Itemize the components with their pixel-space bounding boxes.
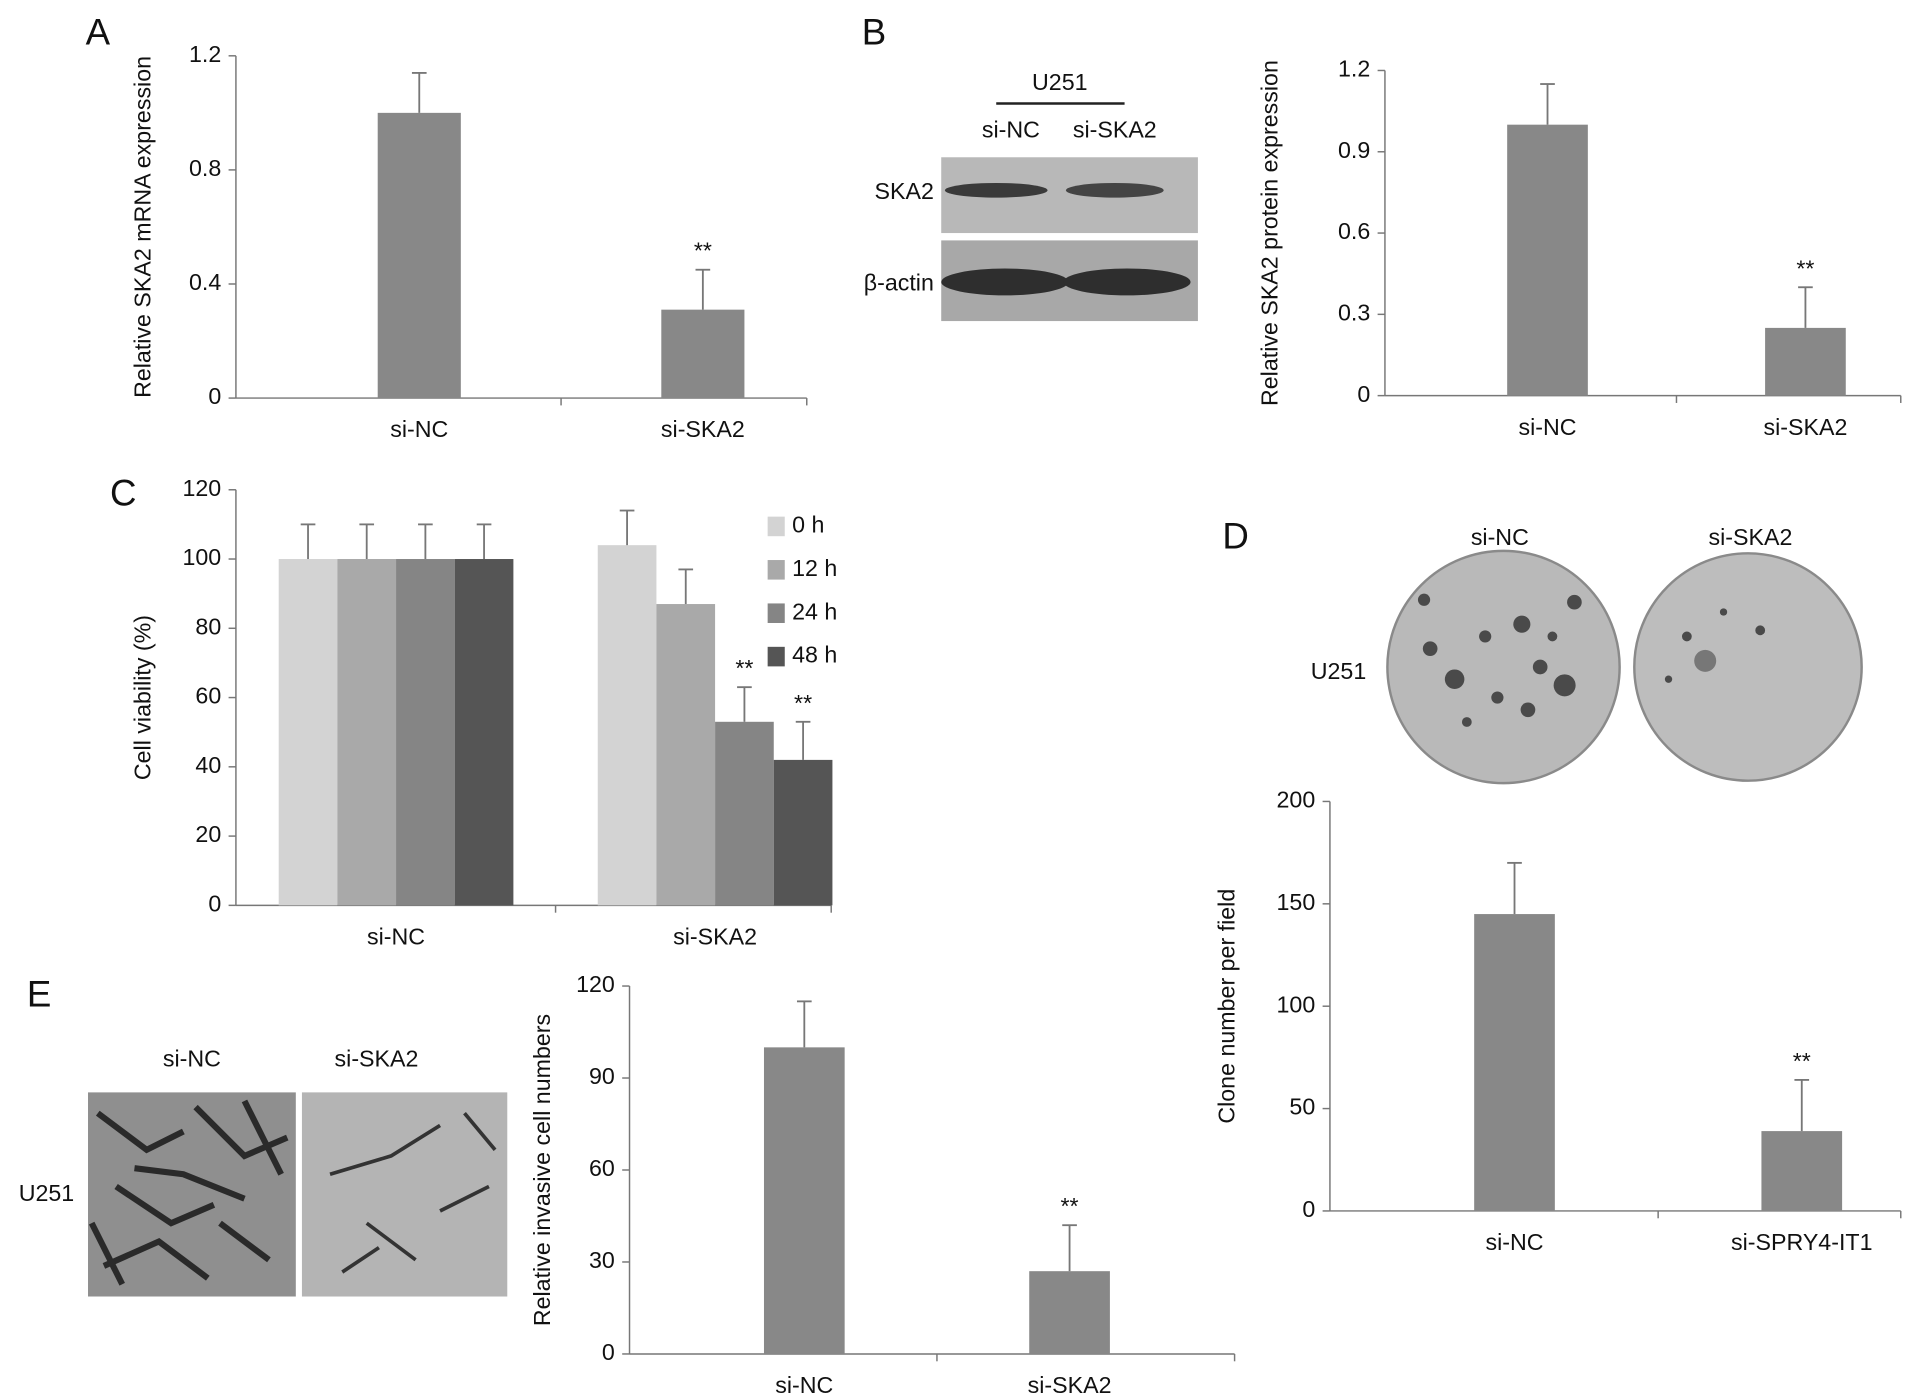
y-tick-label: 0: [1302, 1196, 1315, 1222]
legend-swatch: [767, 603, 785, 623]
panel-label: C: [110, 473, 136, 514]
blot-lane-label: si-NC: [982, 117, 1040, 143]
legend-label: 48 h: [792, 642, 837, 668]
western-blot: [941, 102, 1198, 322]
legend-label: 12 h: [792, 555, 837, 581]
x-tick-label: si-NC: [1518, 414, 1576, 440]
bar: [1029, 1271, 1110, 1354]
y-tick-label: 200: [1277, 787, 1316, 813]
x-tick-label: si-NC: [775, 1372, 833, 1398]
x-tick-label: si-SKA2: [1763, 414, 1847, 440]
bar: [763, 1047, 845, 1354]
y-axis-label: Relative SKA2 mRNA expression: [129, 56, 155, 398]
y-tick-label: 0: [1357, 381, 1370, 407]
y-tick-label: 150: [1277, 889, 1316, 915]
significance-label: **: [735, 655, 753, 681]
y-tick-label: 60: [195, 683, 221, 709]
legend-swatch: [767, 516, 785, 537]
y-tick-label: 50: [1289, 1094, 1315, 1120]
x-tick-label: si-SKA2: [673, 924, 757, 950]
bar: [1507, 124, 1588, 396]
image-row-label: U251: [1311, 658, 1367, 684]
legend-swatch: [767, 560, 785, 580]
y-tick-label: 0: [602, 1339, 615, 1365]
blot-lane-label: si-SKA2: [1073, 117, 1157, 143]
bar: [661, 309, 745, 399]
image-row-label: U251: [19, 1180, 75, 1206]
y-tick-label: 100: [1277, 991, 1316, 1017]
y-tick-label: 1.2: [1338, 56, 1370, 82]
bar: [278, 559, 338, 906]
y-tick-label: 90: [589, 1063, 615, 1089]
legend-label: 24 h: [792, 598, 837, 624]
x-tick-label: si-SKA2: [661, 416, 745, 442]
transwell-images: [88, 1092, 508, 1297]
y-tick-label: 80: [195, 613, 221, 639]
bar: [773, 759, 833, 906]
y-tick-label: 0.4: [189, 269, 221, 295]
y-tick-label: 0.8: [189, 155, 221, 181]
y-axis-label: Clone number per field: [1214, 889, 1240, 1124]
y-tick-label: 120: [576, 971, 615, 997]
panel-label: E: [27, 974, 51, 1015]
y-tick-label: 40: [195, 752, 221, 778]
significance-label: **: [794, 690, 812, 716]
y-tick-label: 0: [208, 890, 221, 916]
y-tick-label: 0.6: [1338, 218, 1370, 244]
colony-plates: [1386, 549, 1863, 785]
y-tick-label: 0: [208, 383, 221, 409]
significance-label: **: [694, 238, 712, 264]
y-axis-label: Relative invasive cell numbers: [529, 1014, 555, 1326]
image-lane-label: si-NC: [163, 1046, 221, 1072]
image-lane-label: si-SKA2: [1708, 524, 1792, 550]
bar: [597, 545, 657, 906]
y-tick-label: 60: [589, 1155, 615, 1181]
bar: [396, 559, 455, 906]
x-tick-label: si-NC: [390, 416, 448, 442]
x-tick-label: si-SKA2: [1028, 1372, 1112, 1398]
panel-label: B: [862, 12, 886, 53]
y-tick-label: 120: [182, 475, 221, 501]
y-tick-label: 30: [589, 1247, 615, 1273]
bar: [454, 559, 514, 906]
blot-band-label: SKA2: [875, 178, 934, 204]
significance-label: **: [1061, 1193, 1079, 1219]
legend-swatch: [767, 646, 785, 667]
panel-label: D: [1222, 515, 1248, 556]
y-tick-label: 0.9: [1338, 137, 1370, 163]
significance-label: **: [1796, 255, 1814, 281]
bar: [1474, 914, 1555, 1211]
x-tick-label: si-NC: [1485, 1229, 1543, 1255]
blot-band-label: β-actin: [864, 270, 934, 296]
y-tick-label: 100: [182, 544, 221, 570]
image-lane-label: si-NC: [1471, 524, 1529, 550]
image-lane-label: si-SKA2: [335, 1046, 419, 1072]
bar: [715, 721, 774, 906]
x-tick-label: si-NC: [367, 924, 425, 950]
panel-label: A: [86, 12, 111, 53]
y-tick-label: 20: [195, 821, 221, 847]
bar: [656, 604, 716, 906]
y-tick-label: 0.3: [1338, 299, 1370, 325]
significance-label: **: [1793, 1048, 1811, 1074]
bar: [1761, 1131, 1843, 1211]
y-axis-label: Relative SKA2 protein expression: [1256, 60, 1282, 406]
x-tick-label: si-SPRY4-IT1: [1731, 1229, 1873, 1255]
y-tick-label: 1.2: [189, 41, 221, 67]
y-axis-label: Cell viability (%): [129, 615, 155, 780]
legend-label: 0 h: [792, 512, 824, 538]
bar: [1765, 327, 1846, 396]
blot-cell-line: U251: [1032, 69, 1088, 95]
bar: [377, 112, 461, 399]
bar: [337, 559, 397, 906]
